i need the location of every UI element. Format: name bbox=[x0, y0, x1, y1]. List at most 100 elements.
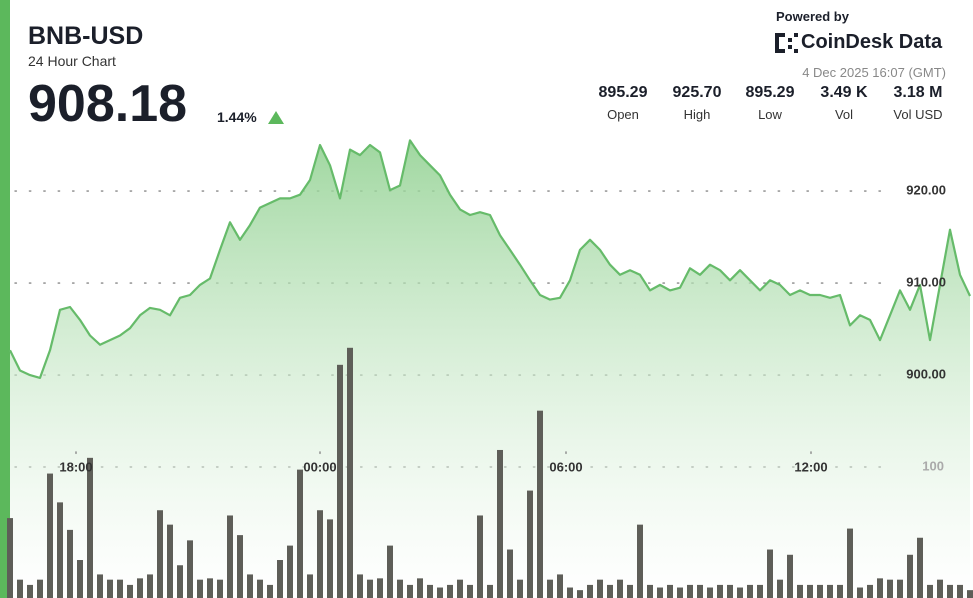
x-tick-label: 18:00 bbox=[59, 459, 92, 474]
volume-bar bbox=[907, 554, 913, 598]
volume-bar bbox=[527, 490, 533, 598]
volume-bar bbox=[797, 584, 803, 598]
stat-value: 895.29 bbox=[598, 84, 648, 101]
volume-bar bbox=[837, 584, 843, 598]
stat-value: 895.29 bbox=[745, 84, 795, 101]
volume-bar bbox=[207, 578, 213, 598]
stat-label: Low bbox=[758, 107, 782, 122]
volume-bar bbox=[307, 574, 313, 598]
volume-bar bbox=[587, 584, 593, 598]
volume-bar bbox=[547, 579, 553, 598]
volume-bar bbox=[497, 449, 503, 598]
x-tick-label: 06:00 bbox=[549, 459, 582, 474]
volume-bar bbox=[317, 510, 323, 598]
volume-bar bbox=[707, 587, 713, 598]
volume-bar bbox=[37, 579, 43, 598]
x-tick-label: 12:00 bbox=[794, 459, 827, 474]
volume-bar bbox=[407, 584, 413, 598]
y2-tick-label: 100 bbox=[922, 458, 944, 473]
volume-bar bbox=[637, 524, 643, 598]
volume-bar bbox=[617, 579, 623, 598]
volume-bar bbox=[767, 549, 773, 598]
volume-bar bbox=[107, 579, 113, 598]
stat: 895.29 Open bbox=[583, 84, 663, 122]
volume-bar bbox=[147, 574, 153, 598]
volume-bar bbox=[137, 578, 143, 598]
volume-bar bbox=[927, 584, 933, 598]
volume-bar bbox=[87, 457, 93, 598]
volume-bar bbox=[887, 579, 893, 598]
volume-bar bbox=[757, 584, 763, 598]
volume-bar bbox=[347, 347, 353, 598]
volume-bar bbox=[517, 579, 523, 598]
volume-bar bbox=[457, 579, 463, 598]
volume-bar bbox=[427, 584, 433, 598]
volume-bar bbox=[47, 473, 53, 598]
stat-label: Vol USD bbox=[893, 107, 943, 122]
volume-bar bbox=[367, 579, 373, 598]
volume-bar bbox=[487, 584, 493, 598]
volume-bar bbox=[197, 579, 203, 598]
volume-bar bbox=[417, 578, 423, 598]
timestamp: 4 Dec 2025 16:07 (GMT) bbox=[802, 65, 946, 80]
stat-label: High bbox=[683, 107, 711, 122]
stat-value: 3.49 K bbox=[820, 84, 868, 101]
price: 908.18 bbox=[28, 75, 188, 133]
y-tick-label: 900.00 bbox=[906, 367, 946, 382]
stat: 895.29 Low bbox=[730, 84, 810, 122]
x-tick-label: 00:00 bbox=[303, 459, 336, 474]
brand: CoinDesk Data bbox=[801, 31, 943, 53]
change: 1.44% bbox=[217, 109, 257, 125]
stat-value: 3.18 M bbox=[893, 84, 943, 101]
stat: 3.18 M Vol USD bbox=[878, 84, 958, 122]
volume-bar bbox=[97, 574, 103, 598]
volume-bar bbox=[187, 540, 193, 598]
volume-bar bbox=[897, 579, 903, 598]
volume-bar bbox=[177, 565, 183, 598]
volume-bar bbox=[577, 590, 583, 598]
volume-bar bbox=[437, 587, 443, 598]
volume-bar bbox=[387, 545, 393, 598]
volume-bar bbox=[67, 529, 73, 598]
subtitle: 24 Hour Chart bbox=[28, 53, 116, 69]
volume-bar bbox=[747, 584, 753, 598]
symbol: BNB-USD bbox=[28, 22, 144, 50]
volume-bar bbox=[667, 584, 673, 598]
volume-bar bbox=[787, 554, 793, 598]
volume-bar bbox=[17, 579, 23, 598]
volume-bar bbox=[597, 579, 603, 598]
volume-bar bbox=[257, 579, 263, 598]
volume-bar bbox=[237, 535, 243, 598]
volume-bar bbox=[157, 510, 163, 598]
volume-bar bbox=[507, 549, 513, 598]
volume-bar bbox=[357, 574, 363, 598]
volume-bar bbox=[677, 587, 683, 598]
volume-bar bbox=[607, 584, 613, 598]
volume-bar bbox=[327, 519, 333, 598]
volume-bar bbox=[957, 584, 963, 598]
volume-bar bbox=[117, 579, 123, 598]
stat-label: Vol bbox=[834, 107, 854, 122]
volume-bar bbox=[827, 584, 833, 598]
volume-bar bbox=[717, 584, 723, 598]
volume-bar bbox=[127, 584, 133, 598]
volume-bar bbox=[947, 584, 953, 598]
volume-bar bbox=[967, 590, 973, 598]
volume-bar bbox=[937, 579, 943, 598]
volume-bar bbox=[247, 574, 253, 598]
volume-bar bbox=[737, 587, 743, 598]
volume-bar bbox=[57, 502, 63, 598]
volume-bar bbox=[217, 579, 223, 598]
volume-bar bbox=[477, 515, 483, 598]
volume-bar bbox=[697, 584, 703, 598]
volume-bar bbox=[297, 469, 303, 598]
volume-bar bbox=[77, 560, 83, 598]
stat-value: 925.70 bbox=[672, 84, 722, 101]
volume-bar bbox=[567, 587, 573, 598]
accent-strip bbox=[0, 0, 10, 598]
volume-bar bbox=[647, 584, 653, 598]
volume-bar bbox=[467, 584, 473, 598]
volume-bar bbox=[397, 579, 403, 598]
